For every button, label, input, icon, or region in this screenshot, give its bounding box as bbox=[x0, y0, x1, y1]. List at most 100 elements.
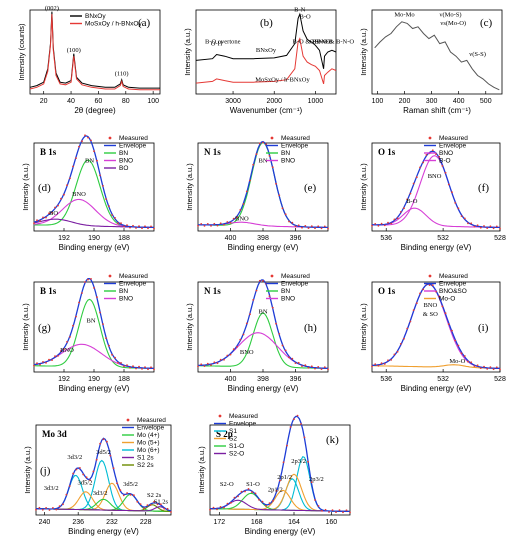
measured-point bbox=[249, 179, 251, 182]
measured-point bbox=[431, 149, 434, 152]
x-tick-label: 172 bbox=[213, 519, 225, 526]
envelope-curve bbox=[210, 415, 350, 513]
panel-label: (e) bbox=[304, 182, 317, 194]
measured-point bbox=[213, 361, 216, 364]
measured-point bbox=[419, 292, 421, 295]
x-axis-label: Raman shift (cm⁻¹) bbox=[403, 106, 471, 115]
measured-point bbox=[212, 506, 215, 509]
legend-label: BNO bbox=[281, 296, 295, 303]
panel-label: (h) bbox=[304, 322, 317, 334]
measured-point bbox=[219, 222, 222, 225]
peak-label: 3d3/2 bbox=[67, 454, 82, 461]
legend-label: Envelope bbox=[137, 425, 164, 432]
measured-point bbox=[138, 365, 140, 368]
measured-point bbox=[226, 502, 229, 505]
legend-label: BNO bbox=[119, 296, 133, 303]
measured-point bbox=[123, 365, 125, 368]
measured-point bbox=[75, 468, 78, 471]
measured-point bbox=[486, 368, 489, 370]
measured-point bbox=[300, 423, 302, 425]
measured-point bbox=[412, 309, 415, 311]
measured-point bbox=[33, 222, 35, 225]
measured-point bbox=[377, 364, 380, 367]
measured-point bbox=[95, 458, 98, 461]
peak-label: 3d5/2 bbox=[123, 481, 138, 488]
measured-point bbox=[52, 507, 54, 509]
measured-point bbox=[90, 139, 92, 142]
legend-label: Measured bbox=[229, 413, 258, 420]
measured-point bbox=[232, 348, 235, 351]
x-tick-label: 400 bbox=[225, 235, 237, 242]
measured-point bbox=[371, 365, 373, 368]
legend-label: Measured bbox=[281, 273, 310, 280]
measured-point bbox=[323, 225, 326, 228]
measured-point bbox=[288, 220, 290, 223]
measured-point bbox=[317, 505, 320, 507]
measured-point bbox=[105, 337, 107, 339]
measured-point bbox=[425, 154, 428, 156]
x-tick-label: 528 bbox=[494, 235, 506, 242]
measured-point bbox=[149, 504, 152, 506]
measured-point bbox=[495, 366, 498, 369]
measured-point bbox=[467, 360, 469, 363]
measured-point bbox=[262, 280, 264, 282]
y-axis-label: Intensity (a.u.) bbox=[197, 446, 206, 494]
measured-point bbox=[102, 438, 105, 441]
legend-marker bbox=[108, 274, 112, 278]
measured-point bbox=[321, 510, 323, 512]
measured-point bbox=[245, 322, 248, 325]
peak-label: BNO bbox=[240, 349, 254, 356]
measured-point bbox=[282, 461, 285, 464]
y-axis-label: Intensity (a.u.) bbox=[185, 303, 194, 351]
panel-title: O 1s bbox=[378, 147, 396, 157]
measured-point bbox=[153, 368, 155, 371]
measured-point bbox=[160, 503, 162, 506]
measured-point bbox=[93, 287, 95, 289]
measured-point bbox=[210, 225, 212, 227]
measured-point bbox=[451, 329, 453, 332]
measured-point bbox=[396, 217, 399, 220]
legend-label: BNO bbox=[439, 150, 453, 157]
measured-point bbox=[265, 504, 267, 507]
legend-label: Measured bbox=[439, 273, 468, 280]
measured-point bbox=[396, 350, 399, 353]
measured-point bbox=[371, 224, 373, 227]
legend-marker bbox=[270, 136, 274, 140]
legend-marker bbox=[218, 414, 222, 418]
measured-point bbox=[415, 302, 418, 305]
measured-point bbox=[444, 171, 447, 174]
measured-point bbox=[210, 364, 212, 366]
measured-point bbox=[138, 225, 140, 228]
legend-label: Mo-O bbox=[439, 296, 455, 303]
component-curve bbox=[36, 506, 172, 512]
legend-marker bbox=[270, 274, 274, 278]
legend-label: S2 bbox=[229, 436, 237, 443]
y-axis-label: Intensity (a.u.) bbox=[359, 28, 368, 76]
x-axis-label: Binding energy (eV) bbox=[59, 384, 130, 393]
measured-point bbox=[117, 222, 119, 225]
measured-point bbox=[96, 296, 98, 298]
measured-point bbox=[473, 365, 476, 367]
measured-point bbox=[81, 140, 83, 143]
measured-point bbox=[219, 358, 222, 361]
measured-point bbox=[45, 362, 47, 364]
measured-point bbox=[457, 344, 460, 347]
peak-label: BN bbox=[86, 318, 95, 325]
measured-point bbox=[403, 337, 405, 340]
measured-point bbox=[129, 493, 132, 496]
measured-point bbox=[54, 355, 56, 358]
measured-point bbox=[399, 343, 402, 345]
panel-label: (a) bbox=[138, 17, 151, 29]
panel-title: B 1s bbox=[40, 286, 57, 296]
x-tick-label: 398 bbox=[257, 376, 269, 383]
x-tick-label: 100 bbox=[147, 98, 159, 105]
measured-point bbox=[441, 165, 444, 167]
legend-label: S2-O bbox=[229, 451, 244, 458]
x-tick-label: 200 bbox=[399, 98, 411, 105]
legend-label: BNO&SO bbox=[439, 288, 467, 295]
annotation: O-H bbox=[211, 40, 223, 47]
